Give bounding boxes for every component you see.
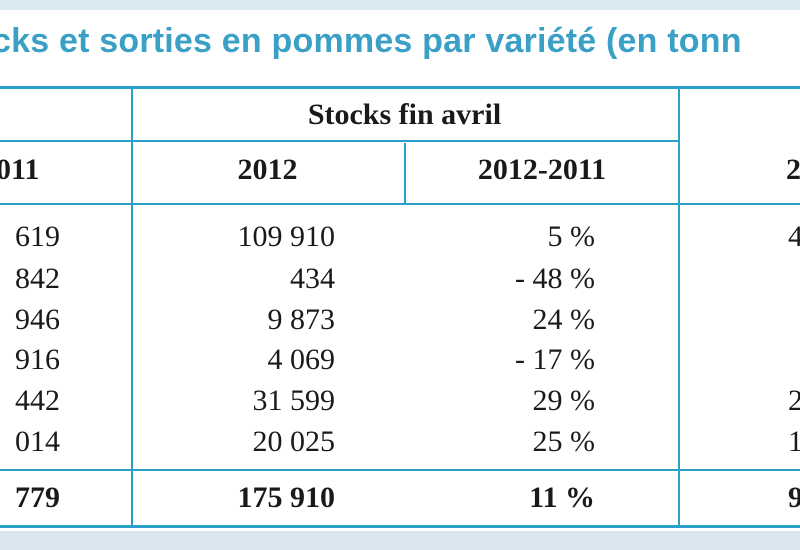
cell-evolution: 25 % bbox=[532, 425, 596, 458]
total-evolution: 11 % bbox=[529, 481, 595, 514]
cell-2011: 014 bbox=[15, 425, 60, 458]
column-header-2012: 2012 bbox=[237, 153, 298, 186]
cell-2011: 842 bbox=[15, 262, 60, 295]
total-2011: 779 bbox=[15, 481, 60, 514]
column-header-evolution: 2012-2011 bbox=[477, 153, 607, 186]
cell-2011: 619 bbox=[15, 220, 60, 253]
column-header-2011: 011 bbox=[0, 153, 40, 186]
cell-2011: 946 bbox=[15, 303, 60, 336]
cell-evolution: 5 % bbox=[547, 220, 596, 253]
column-divider bbox=[404, 143, 406, 204]
cell-2012: 109 910 bbox=[237, 220, 336, 253]
table-title: cks et sorties en pommes par variété (en… bbox=[0, 22, 742, 60]
column-header-next: 2 bbox=[786, 153, 800, 186]
cell-next: 2 bbox=[788, 384, 800, 417]
header-rule bbox=[0, 203, 800, 205]
cell-2012: 434 bbox=[290, 262, 335, 295]
group-header-stocks: Stocks fin avril bbox=[307, 98, 502, 131]
data-table: Stocks fin avril 011 2012 2012-2011 2 61… bbox=[0, 86, 800, 528]
column-divider bbox=[678, 89, 680, 525]
cell-next: 4 bbox=[788, 220, 800, 253]
total-next: 9 bbox=[788, 481, 800, 514]
cell-evolution: 24 % bbox=[532, 303, 596, 336]
cell-evolution: - 48 % bbox=[515, 262, 595, 295]
total-2012: 175 910 bbox=[237, 481, 336, 514]
cell-2011: 442 bbox=[15, 384, 60, 417]
cell-evolution: 29 % bbox=[532, 384, 596, 417]
cell-2012: 20 025 bbox=[252, 425, 336, 458]
cell-next: 1 bbox=[788, 425, 800, 458]
column-divider bbox=[131, 89, 133, 525]
total-rule bbox=[0, 469, 800, 471]
cell-2012: 31 599 bbox=[252, 384, 336, 417]
cell-2011: 916 bbox=[15, 343, 60, 376]
cell-2012: 4 069 bbox=[267, 343, 336, 376]
cell-evolution: - 17 % bbox=[515, 343, 595, 376]
bottom-band bbox=[0, 531, 800, 550]
top-band bbox=[0, 0, 800, 10]
cell-2012: 9 873 bbox=[267, 303, 336, 336]
group-header-rule bbox=[0, 140, 678, 142]
